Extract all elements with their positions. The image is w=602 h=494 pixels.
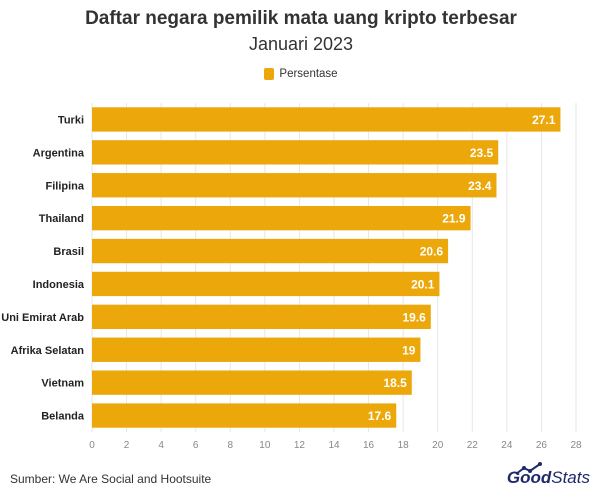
legend[interactable]: Persentase [0, 68, 602, 80]
x-tick-label: 26 [536, 440, 548, 451]
chart-subtitle: Januari 2023 [248, 34, 354, 54]
category-label: Vietnam [41, 378, 84, 390]
category-label: Thailand [39, 213, 84, 225]
category-label: Uni Emirat Arab [1, 312, 84, 324]
x-tick-label: 24 [501, 440, 513, 451]
x-tick-label: 16 [363, 440, 375, 451]
bar [92, 370, 412, 395]
bar [92, 205, 471, 231]
data-label: 23.4 [468, 179, 492, 193]
bar [92, 403, 397, 428]
brand-logo-bold: Good [506, 468, 552, 487]
x-tick-label: 10 [259, 440, 271, 451]
source-note: Sumber: We Are Social and Hootsuite [10, 472, 212, 486]
category-label: Argentina [33, 147, 85, 159]
category-label: Turki [58, 114, 84, 126]
legend-label: Persentase [279, 68, 338, 80]
data-label: 27.1 [532, 113, 556, 127]
category-label: Afrika Selatan [11, 345, 85, 357]
x-tick-label: 6 [193, 440, 199, 451]
x-tick-label: 0 [89, 440, 95, 451]
x-tick-label: 20 [432, 440, 444, 451]
category-label: Filipina [46, 180, 85, 192]
x-tick-label: 8 [228, 440, 234, 451]
bar [92, 337, 421, 362]
x-tick-label: 4 [158, 440, 164, 451]
x-tick-label: 18 [398, 440, 410, 451]
x-tick-label: 28 [570, 440, 582, 451]
x-tick-label: 14 [328, 440, 340, 451]
category-label: Brasil [53, 246, 84, 258]
data-label: 23.5 [470, 146, 494, 160]
brand-logo-light: Stats [551, 468, 590, 487]
brand-chart-icon [515, 462, 542, 475]
x-tick-label: 12 [294, 440, 306, 451]
category-label: Indonesia [33, 279, 85, 291]
brand-logo[interactable]: GoodStats [507, 468, 590, 488]
category-label: Belanda [41, 411, 85, 423]
bar [92, 107, 561, 132]
data-label: 20.6 [420, 245, 444, 259]
bar [92, 238, 449, 264]
data-label: 18.5 [383, 376, 407, 390]
legend-swatch [264, 68, 275, 80]
data-label: 17.6 [368, 409, 392, 423]
bar [92, 140, 499, 165]
x-tick-label: 2 [124, 440, 130, 451]
bar [92, 271, 440, 297]
x-tick-label: 22 [467, 440, 479, 451]
chart-title: Daftar negara pemilik mata uang kripto t… [85, 8, 517, 29]
data-label: 21.9 [442, 212, 466, 226]
data-label: 19 [402, 343, 416, 357]
data-label: 20.1 [411, 277, 435, 291]
bar [92, 173, 497, 198]
data-label: 19.6 [402, 310, 426, 324]
bar [92, 304, 431, 330]
